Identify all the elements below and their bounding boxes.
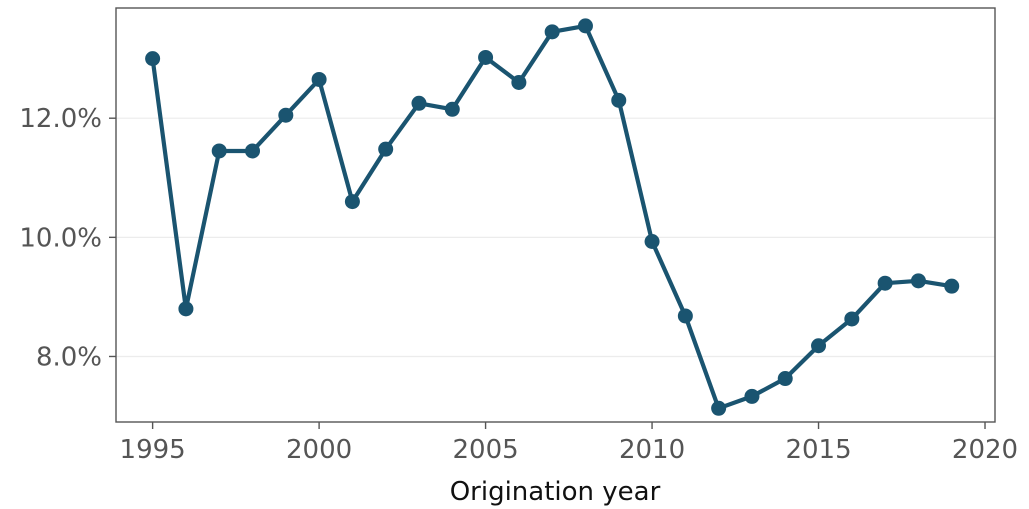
x-axis: 1995 2000 2005 2010 2015 2020 [120, 422, 1018, 465]
data-point [644, 234, 660, 250]
y-axis: 8.0% 10.0% 12.0% [19, 104, 116, 372]
x-tick-label: 2020 [952, 435, 1018, 465]
data-point [811, 338, 827, 354]
data-point [844, 311, 860, 327]
series-line-layer [150, 23, 954, 411]
data-point [444, 101, 460, 117]
plot-area-border [115, 7, 996, 423]
y-tick-label: 8.0% [36, 342, 102, 372]
gridlines [116, 117, 995, 358]
x-tick-label: 2010 [619, 435, 685, 465]
data-point [744, 388, 760, 404]
x-tick-label: 2000 [286, 435, 352, 465]
data-point [178, 301, 194, 317]
data-point [910, 273, 926, 289]
x-tick-label: 2005 [452, 435, 518, 465]
data-point [378, 141, 394, 157]
data-point [311, 71, 327, 87]
data-point [278, 107, 294, 123]
data-point [145, 51, 161, 67]
data-point [577, 18, 593, 34]
data-point [211, 143, 227, 159]
x-tick-label: 2015 [785, 435, 851, 465]
data-point [344, 194, 360, 210]
data-point [245, 143, 261, 159]
data-points [145, 18, 960, 416]
data-point [944, 278, 960, 294]
data-point [478, 49, 494, 65]
series-line [150, 23, 954, 411]
x-axis-title: Origination year [450, 477, 661, 507]
data-point [777, 371, 793, 387]
data-point [511, 74, 527, 90]
data-point [611, 92, 627, 108]
y-tick-label: 12.0% [19, 104, 102, 134]
x-tick-label: 1995 [120, 435, 186, 465]
data-point [711, 400, 727, 416]
data-point [677, 308, 693, 324]
data-point [411, 95, 427, 111]
data-point [544, 24, 560, 40]
y-tick-label: 10.0% [19, 223, 102, 253]
data-point [877, 275, 893, 291]
